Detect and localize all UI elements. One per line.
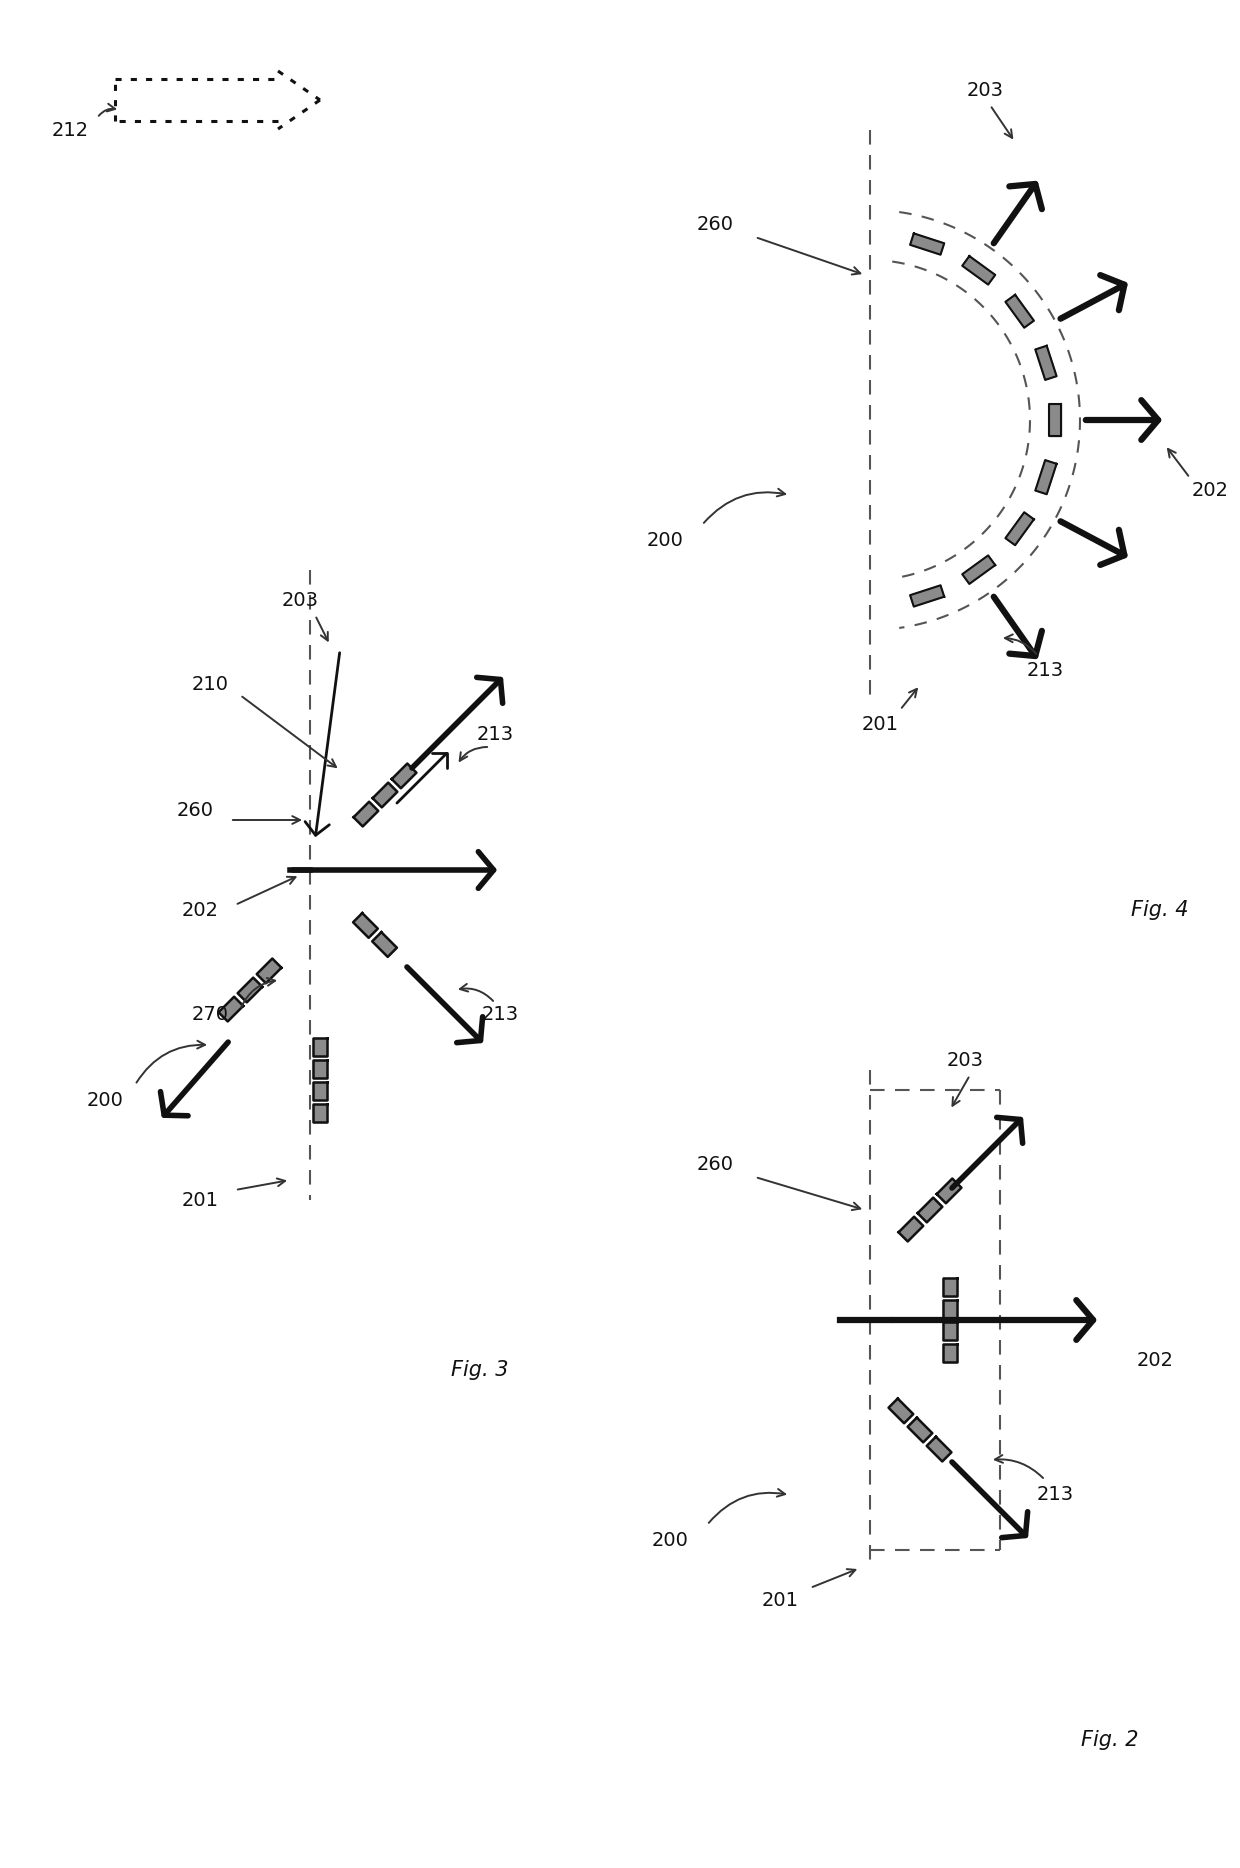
Polygon shape: [1035, 346, 1056, 379]
Text: 202: 202: [181, 900, 218, 919]
Polygon shape: [936, 1179, 961, 1203]
Polygon shape: [392, 764, 417, 788]
Text: 201: 201: [181, 1190, 218, 1209]
Text: 270: 270: [191, 1005, 228, 1024]
Polygon shape: [353, 913, 378, 938]
Polygon shape: [942, 1300, 957, 1319]
Text: 201: 201: [862, 715, 899, 734]
Text: 260: 260: [697, 1156, 734, 1175]
Text: 212: 212: [51, 121, 88, 140]
Text: 200: 200: [651, 1530, 688, 1549]
Polygon shape: [257, 958, 281, 983]
Text: 260: 260: [176, 801, 213, 820]
Polygon shape: [918, 1197, 942, 1222]
Polygon shape: [962, 555, 996, 585]
Text: 200: 200: [646, 531, 683, 549]
Polygon shape: [1006, 295, 1034, 327]
Polygon shape: [889, 1399, 914, 1423]
Polygon shape: [353, 801, 378, 826]
Polygon shape: [942, 1343, 957, 1362]
Polygon shape: [942, 1323, 957, 1339]
Text: 203: 203: [281, 590, 319, 609]
Polygon shape: [942, 1278, 957, 1296]
Polygon shape: [1049, 403, 1061, 435]
Polygon shape: [908, 1418, 932, 1442]
Text: 202: 202: [1192, 480, 1229, 499]
Text: 200: 200: [87, 1091, 124, 1110]
Text: 213: 213: [481, 1005, 518, 1024]
Text: 260: 260: [697, 215, 734, 235]
Text: 213: 213: [1027, 661, 1064, 680]
Text: 213: 213: [476, 725, 513, 745]
Polygon shape: [312, 1039, 327, 1055]
Polygon shape: [1006, 512, 1034, 545]
Text: 213: 213: [1037, 1485, 1074, 1504]
Polygon shape: [910, 585, 944, 607]
Polygon shape: [218, 998, 243, 1022]
Polygon shape: [899, 1216, 924, 1242]
Text: 201: 201: [761, 1590, 799, 1610]
Polygon shape: [312, 1104, 327, 1123]
Polygon shape: [926, 1436, 951, 1461]
Text: Fig. 4: Fig. 4: [1131, 900, 1189, 921]
Polygon shape: [372, 932, 397, 956]
Text: 203: 203: [966, 80, 1003, 99]
Polygon shape: [238, 977, 263, 1003]
Polygon shape: [373, 783, 397, 807]
Polygon shape: [962, 256, 996, 284]
Polygon shape: [312, 1059, 327, 1078]
Polygon shape: [1035, 460, 1056, 495]
Polygon shape: [910, 234, 944, 254]
Text: 203: 203: [946, 1050, 983, 1070]
Polygon shape: [312, 1082, 327, 1100]
Text: 210: 210: [191, 676, 228, 695]
Text: Fig. 3: Fig. 3: [451, 1360, 508, 1380]
Text: Fig. 2: Fig. 2: [1081, 1730, 1138, 1750]
Text: 202: 202: [1137, 1351, 1173, 1369]
